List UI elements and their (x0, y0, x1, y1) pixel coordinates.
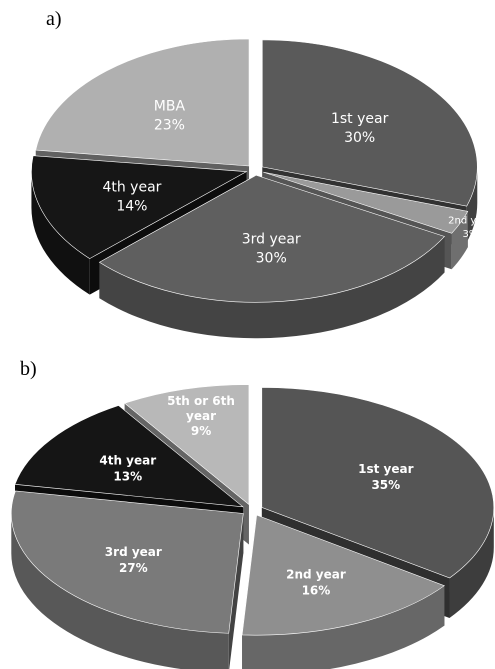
pie-slice-side (451, 211, 468, 270)
panel-label-a: a) (46, 8, 62, 30)
pie-slice-1st-year (261, 387, 495, 579)
pie-slice-side (99, 236, 445, 339)
pie-slice-side (11, 513, 229, 669)
pie-slice-side (449, 507, 494, 618)
slice-category-label: MBA (154, 99, 186, 115)
slice-category-label: 3rd year (242, 232, 301, 248)
pie-slice-4th-year (14, 405, 244, 508)
slice-label: 2nd year 16% (286, 567, 346, 597)
panel-label-b: b) (20, 358, 37, 380)
slice-label: 4th year 13% (99, 454, 156, 484)
pie-slice-4th-year (31, 155, 248, 259)
slice-category-label: 2nd year (286, 567, 346, 581)
pie-slice-mba (35, 38, 250, 167)
pie-slice-side (242, 585, 445, 669)
pie-chart-a: 1st year 30% 2nd year 3% 3rd year 30% 4th year… (31, 38, 494, 339)
pie-slice-side (466, 166, 478, 243)
pie-chart-b: 1st year 35% 2nd year 16% 3rd year 27% 4th yea… (11, 384, 495, 669)
slice-percent-label: 9% (191, 424, 211, 438)
slice-label: 3rd year 27% (105, 545, 162, 575)
slice-percent-label: 30% (256, 251, 287, 267)
slice-percent-label: 27% (119, 561, 148, 575)
pie-slice-2nd-year (263, 171, 469, 234)
pie-slice-5th-or-6th-year (124, 384, 250, 506)
slice-category-label: 4th year (99, 454, 156, 468)
slice-percent-label: 13% (113, 470, 142, 484)
pie-slice-3rd-year (98, 174, 446, 303)
slice-percent-label: 30% (344, 130, 375, 146)
slice-percent-label: 3% (463, 229, 479, 240)
slice-label: 5th or 6th year 9% (167, 394, 235, 438)
slice-percent-label: 23% (154, 117, 185, 133)
slice-percent-label: 14% (116, 198, 147, 214)
slice-label: 1st year 30% (331, 111, 389, 146)
slice-category-label: 5th or 6th (167, 394, 235, 408)
slice-label: 2nd year 3% (448, 216, 493, 241)
pie-slice-side (31, 171, 90, 295)
slice-category-label: 1st year (358, 462, 413, 476)
slice-category-label-cont: year (186, 409, 216, 423)
slice-label: 1st year 35% (358, 462, 413, 492)
slice-label: 4th year 14% (102, 180, 161, 215)
pie-slice-2nd-year (241, 514, 446, 636)
slice-category-label: 2nd year (448, 216, 493, 227)
slice-category-label: 4th year (102, 180, 161, 196)
pie-slice-1st-year (261, 39, 478, 207)
slice-label: MBA 23% (154, 99, 186, 134)
slice-label: 3rd year 30% (242, 232, 301, 267)
slice-percent-label: 35% (371, 478, 400, 492)
slice-percent-label: 16% (302, 584, 331, 598)
pie-slice-3rd-year (11, 490, 244, 634)
slice-category-label: 1st year (331, 111, 389, 127)
slice-category-label: 3rd year (105, 545, 162, 559)
